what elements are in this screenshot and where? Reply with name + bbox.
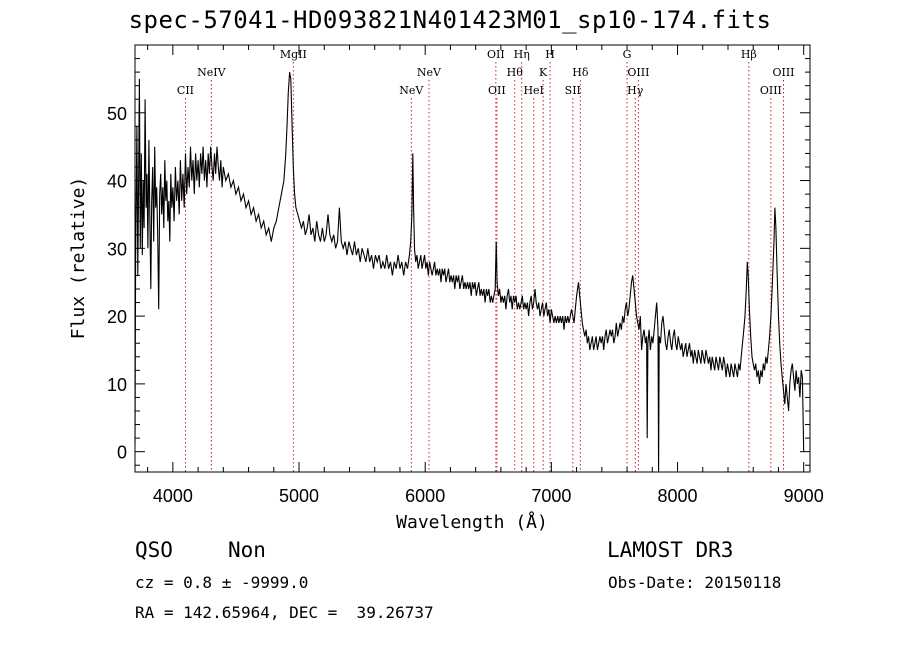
x-tick-label-4: 8000	[657, 486, 697, 506]
y-tick-label-3: 30	[107, 239, 127, 259]
redshift-text: cz = 0.8 ± -9999.0	[135, 573, 309, 592]
marker-label-0: CII	[177, 84, 194, 97]
marker-label-17: Hβ	[741, 48, 757, 61]
y-tick-label-1: 10	[107, 375, 127, 395]
chart-title: spec-57041-HD093821N401423M01_sp10-174.f…	[128, 6, 772, 34]
plot-frame	[134, 44, 811, 473]
marker-label-12: SII	[565, 84, 581, 97]
marker-label-14: G	[623, 48, 632, 61]
marker-label-2: MgII	[280, 48, 307, 61]
series-line-spectrum	[134, 72, 805, 473]
x-axis-label: Wavelength (Å)	[396, 511, 548, 533]
marker-label-6: OII	[488, 84, 506, 97]
marker-label-1: NeIV	[197, 66, 226, 79]
marker-label-8: Hη	[514, 48, 530, 61]
y-tick-label-4: 40	[107, 172, 127, 192]
x-tick-label-5: 9000	[784, 486, 824, 506]
y-tick-label-2: 20	[107, 307, 127, 327]
x-tick-label-2: 6000	[405, 486, 445, 506]
obs-date-text: Obs-Date: 20150118	[608, 573, 782, 592]
marker-label-5: OII	[487, 48, 505, 61]
line-markers	[184, 62, 785, 472]
x-tick-label-0: 4000	[153, 486, 193, 506]
marker-label-16: OIII	[627, 66, 649, 79]
marker-label-10: K	[539, 66, 548, 79]
y-axis-ticks: 0 10 20 30 40 50	[107, 58, 810, 466]
marker-label-9: HeI	[523, 84, 543, 97]
radec-text: RA = 142.65964, DEC = 39.26737	[135, 603, 434, 622]
marker-label-3: NeV	[399, 84, 424, 97]
marker-label-7: Hθ	[507, 66, 524, 79]
series-layer	[134, 72, 805, 473]
marker-label-13: Hδ	[572, 66, 589, 79]
survey-name: LAMOST DR3	[607, 538, 734, 562]
marker-label-11: H	[545, 48, 555, 61]
x-tick-label-3: 7000	[531, 486, 571, 506]
x-tick-label-1: 5000	[279, 486, 319, 506]
object-subclass: Non	[228, 538, 266, 562]
object-class: QSO	[135, 538, 173, 562]
y-tick-label-0: 0	[117, 443, 127, 463]
marker-label-15: Hγ	[627, 84, 644, 97]
y-tick-label-5: 50	[107, 104, 127, 124]
y-axis-label: Flux (relative)	[68, 177, 89, 340]
x-axis-ticks: 4000 5000 6000 7000 8000 9000	[147, 45, 824, 506]
marker-label-4: NeV	[417, 66, 442, 79]
marker-label-18: OIII	[760, 84, 782, 97]
marker-label-19: OIII	[772, 66, 794, 79]
